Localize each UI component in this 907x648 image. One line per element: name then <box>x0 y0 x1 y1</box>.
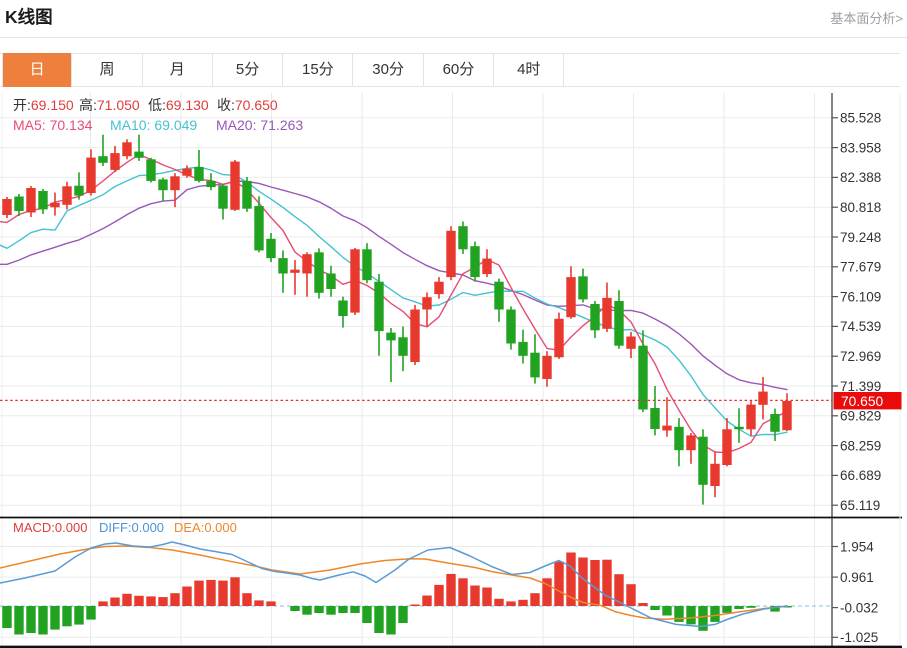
svg-text:MACD:0.000: MACD:0.000 <box>13 520 87 535</box>
svg-text:80.818: 80.818 <box>840 200 881 215</box>
svg-text:-1.025: -1.025 <box>840 630 878 645</box>
svg-text:72.969: 72.969 <box>840 349 881 364</box>
svg-text:低:69.130: 低:69.130 <box>148 97 209 113</box>
svg-text:DIFF:0.000: DIFF:0.000 <box>99 520 164 535</box>
svg-text:82.388: 82.388 <box>840 170 881 185</box>
svg-text:70.650: 70.650 <box>841 394 884 409</box>
svg-text:76.109: 76.109 <box>840 289 881 304</box>
svg-text:79.248: 79.248 <box>840 230 881 245</box>
svg-text:收:70.650: 收:70.650 <box>217 97 278 113</box>
svg-text:开:69.150: 开:69.150 <box>13 97 74 113</box>
svg-text:74.539: 74.539 <box>840 319 881 334</box>
svg-text:高:71.050: 高:71.050 <box>79 97 140 113</box>
svg-text:66.689: 66.689 <box>840 468 881 483</box>
svg-text:0.961: 0.961 <box>840 570 874 585</box>
svg-text:77.679: 77.679 <box>840 260 881 275</box>
svg-text:MA20: 71.263: MA20: 71.263 <box>216 117 303 133</box>
svg-text:65.119: 65.119 <box>840 498 880 513</box>
svg-text:DEA:0.000: DEA:0.000 <box>174 520 237 535</box>
svg-text:-0.032: -0.032 <box>840 600 878 615</box>
svg-text:83.958: 83.958 <box>840 140 881 155</box>
svg-text:MA10: 69.049: MA10: 69.049 <box>110 117 197 133</box>
svg-text:71.399: 71.399 <box>840 379 881 394</box>
svg-text:69.829: 69.829 <box>840 409 881 424</box>
svg-text:1.954: 1.954 <box>840 539 874 554</box>
svg-text:68.259: 68.259 <box>840 438 881 453</box>
svg-text:85.528: 85.528 <box>840 111 881 126</box>
svg-text:MA5: 70.134: MA5: 70.134 <box>13 117 93 133</box>
